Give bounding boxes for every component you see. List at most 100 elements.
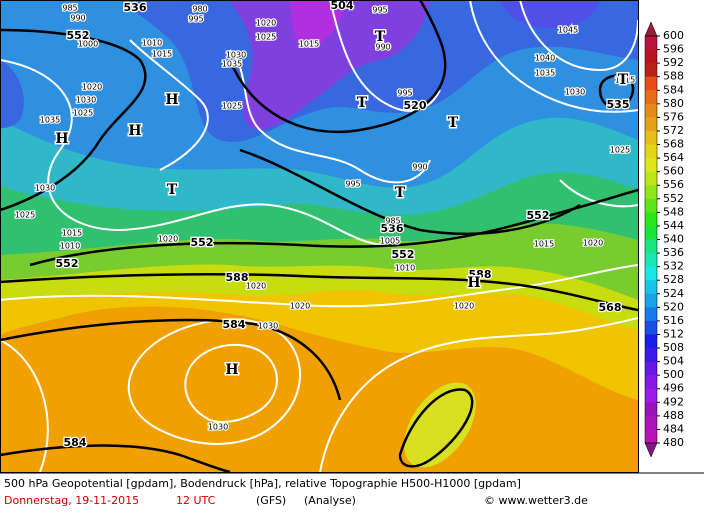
pressure-center: H — [467, 275, 480, 291]
contour-label: 980 — [192, 5, 207, 14]
geopotential-line — [0, 28, 147, 212]
colorbar-label: 492 — [663, 395, 684, 408]
contour-label: 1015 — [62, 229, 82, 238]
contour-label: 552 — [392, 248, 415, 261]
contour-label: 552 — [56, 257, 79, 270]
contour-label: 535 — [607, 98, 630, 111]
colorbar-swatch — [645, 198, 657, 213]
contour-label: 1020 — [256, 19, 276, 28]
colorbar-swatch — [645, 130, 657, 146]
contour-label: 1005 — [380, 237, 400, 246]
field-magenta — [290, 0, 345, 49]
contour-label: 1035 — [535, 69, 555, 78]
contour-label: 985 — [62, 4, 77, 13]
caption-model: (GFS) — [256, 494, 286, 507]
contour-label: 990 — [412, 163, 427, 172]
pressure-center: H — [165, 92, 178, 108]
contour-label: 1025 — [256, 33, 276, 42]
contour-label: 584 — [64, 436, 87, 449]
colorbar-label: 564 — [663, 151, 684, 164]
pressure-centers: H H H T T T T T T H H — [54, 28, 630, 380]
pressure-center: T — [357, 95, 368, 111]
field-warm-core — [404, 382, 476, 468]
colorbar-swatch — [645, 144, 657, 159]
isobar — [229, 49, 431, 184]
colorbar-label: 508 — [663, 341, 684, 354]
colorbar-label: 520 — [663, 300, 684, 313]
caption-date: Donnerstag, 19-11-2015 — [4, 494, 139, 507]
colorbar-swatch — [645, 117, 657, 132]
colorbar-swatch — [645, 361, 657, 376]
contour-label: 1045 — [558, 26, 578, 35]
isobars — [0, 0, 639, 473]
colorbar-swatch — [645, 348, 657, 363]
colorbar-label: 588 — [663, 70, 684, 83]
colorbar-swatch — [645, 36, 657, 51]
colorbar-label: 592 — [663, 56, 684, 69]
contour-label: 1030 — [226, 51, 246, 60]
contour-label: 1025 — [15, 211, 35, 220]
contour-label: 1030 — [35, 184, 55, 193]
colorbar-swatch — [645, 239, 657, 254]
contour-label: 995 — [345, 180, 360, 189]
pressure-center: H — [55, 131, 68, 147]
colorbar-label: 556 — [663, 178, 684, 191]
colorbar-swatch — [645, 266, 657, 281]
isobar — [469, 0, 639, 113]
colorbar-label: 540 — [663, 233, 684, 246]
contour-label: 536 — [381, 222, 404, 235]
geopotential-line — [398, 388, 474, 468]
isobar — [129, 39, 209, 171]
colorbar-swatch — [645, 402, 657, 417]
pressure-center: T — [448, 115, 459, 131]
colorbar-label: 568 — [663, 138, 684, 151]
colorbar-label: 544 — [663, 219, 684, 232]
contour-label: 995 — [397, 89, 412, 98]
contour-label: 1025 — [610, 146, 630, 155]
contour-label: 990 — [375, 43, 390, 52]
caption-time: 12 UTC — [176, 494, 216, 507]
colorbar-label: 548 — [663, 205, 684, 218]
pressure-center: H — [225, 362, 238, 378]
contour-label: 995 — [372, 6, 387, 15]
contour-label: 1000 — [78, 40, 98, 49]
contour-label: 588 — [226, 271, 249, 284]
colorbar-label: 532 — [663, 260, 684, 273]
isobar — [329, 0, 441, 112]
colorbar-swatch — [645, 49, 657, 64]
isobar — [0, 339, 49, 473]
colorbar-label: 504 — [663, 355, 684, 368]
contour-label: 1030 — [565, 88, 585, 97]
isobar — [0, 264, 639, 308]
contour-label: 1020 — [290, 302, 310, 311]
colorbar-swatch — [645, 429, 657, 444]
pressure-center: H — [128, 123, 141, 139]
colorbar-label: 536 — [663, 246, 684, 259]
colorbar-swatch — [645, 63, 657, 78]
colorbar-swatch — [645, 388, 657, 403]
contour-label: 1030 — [258, 322, 278, 331]
contour-label: 568 — [599, 301, 622, 314]
contour-label: 504 — [331, 0, 354, 12]
colorbar-swatch — [645, 334, 657, 349]
isobar — [0, 59, 401, 247]
geopotential-line — [239, 148, 581, 236]
contour-label: 1010 — [60, 242, 80, 251]
contour-label: 1010 — [142, 39, 162, 48]
contour-label: 520 — [404, 99, 427, 112]
caption-run: (Analyse) — [304, 494, 356, 507]
colorbar-cap-bottom — [644, 442, 658, 458]
contour-label: 552 — [67, 29, 90, 42]
colorbar-swatch — [645, 320, 657, 335]
colorbar-label: 516 — [663, 314, 684, 327]
contour-label: 985 — [385, 217, 400, 226]
geopotential-line — [0, 444, 231, 474]
contour-label: 1015 — [152, 50, 172, 59]
colorbar-swatch — [645, 171, 657, 186]
contour-label: 552 — [191, 236, 214, 249]
contour-label: 1020 — [454, 302, 474, 311]
contour-label: 1035 — [40, 116, 60, 125]
contour-label: 1020 — [158, 235, 178, 244]
